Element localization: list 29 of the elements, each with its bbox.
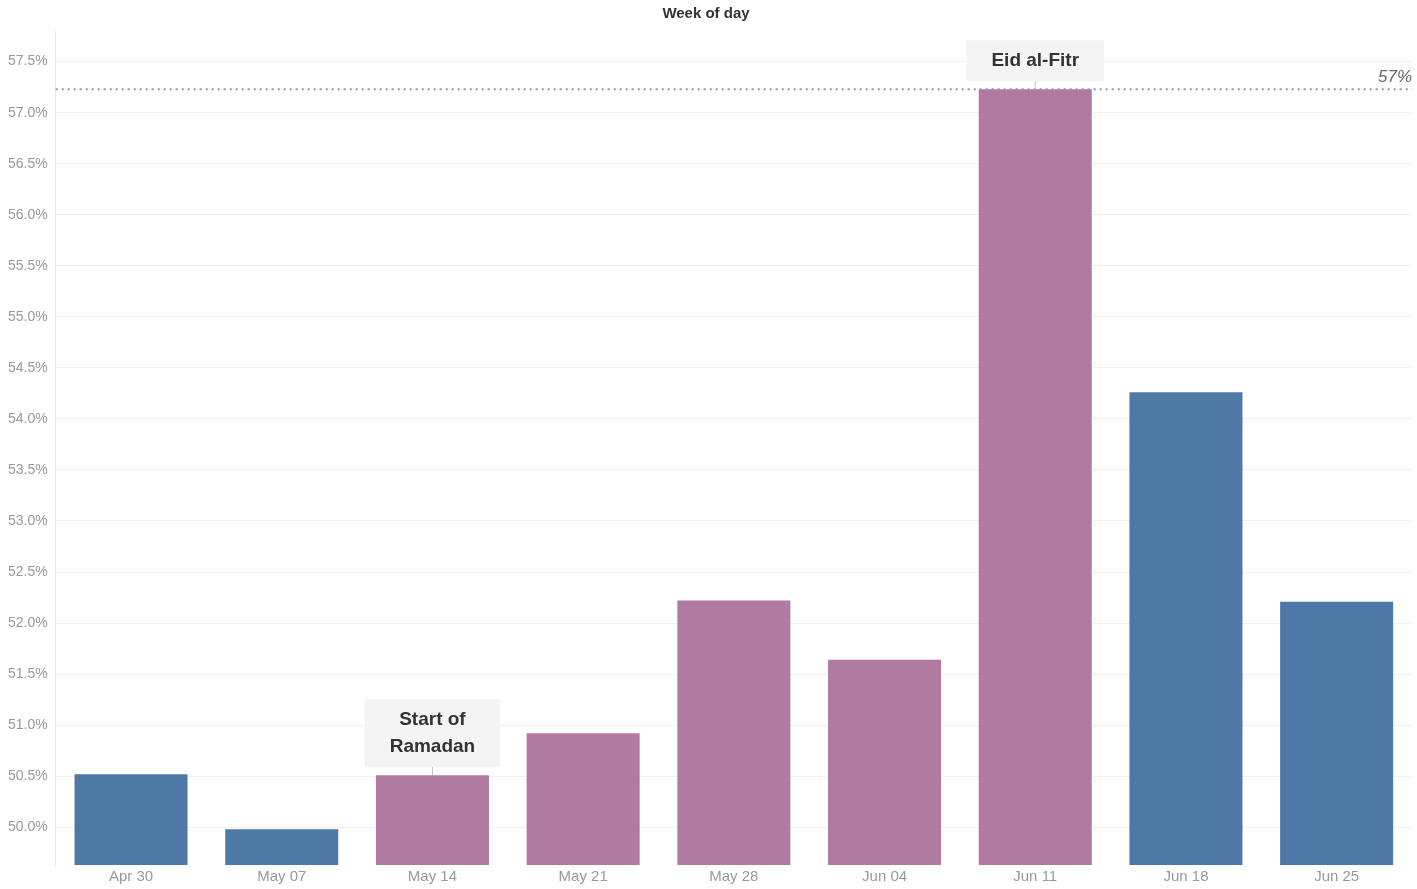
y-tick-label: 50.0% [7,818,48,835]
x-tick-label: May 14 [407,867,458,885]
x-tick-label: May 07 [257,867,307,885]
x-tick-label: May 28 [709,867,759,885]
x-tick-label: Jun 11 [1013,867,1058,885]
y-tick-label: 55.5% [7,256,48,273]
y-tick-label: 53.5% [7,460,48,477]
y-tick-label: 57.0% [7,103,48,120]
x-tick-label: Jun 04 [862,867,908,885]
y-tick-label: 51.5% [7,664,48,681]
x-tick-label: Apr 30 [108,867,154,885]
x-tick-label: Jun 25 [1314,867,1360,885]
x-tick-label: May 21 [558,867,608,885]
y-tick-label: 51.0% [7,716,48,733]
y-tick-label: 52.5% [7,562,48,579]
annotation: Eid al-Fitr [991,48,1080,70]
y-tick-label: 56.0% [7,205,48,222]
x-tick-label: Jun 18 [1163,867,1209,885]
y-tick-label: 55.0% [7,307,48,324]
y-tick-label: 57.5% [7,52,48,69]
annotation: Start of Ramadan [389,707,476,756]
y-tick-label: 54.0% [7,409,48,426]
y-tick-label: 50.5% [7,767,48,784]
y-tick-label: 53.0% [7,511,48,528]
y-tick-label: 52.0% [7,613,48,630]
ref-line-label: 57% [1377,67,1412,87]
chart-title: Week of day [662,4,751,22]
y-tick-label: 54.5% [7,358,48,375]
y-tick-label: 56.5% [7,154,48,171]
